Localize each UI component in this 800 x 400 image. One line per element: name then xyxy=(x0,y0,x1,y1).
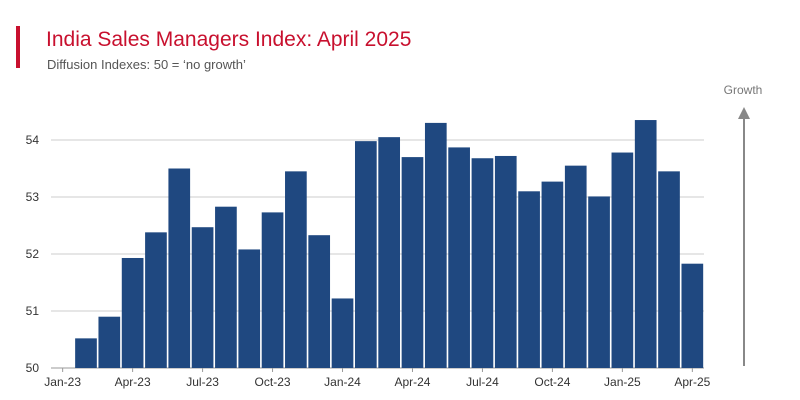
bar-Jun-24 xyxy=(448,147,470,368)
bar-Jan-25 xyxy=(611,152,634,368)
bar-Feb-25 xyxy=(634,120,657,368)
bar-Dec-24 xyxy=(588,196,610,368)
bar-Mar-23 xyxy=(98,316,121,368)
bar-Mar-24 xyxy=(378,137,401,368)
x-tick-label: Jul-23 xyxy=(186,375,219,389)
y-tick-label: 53 xyxy=(26,190,40,204)
x-tick-label: Jan-24 xyxy=(324,375,361,389)
bar-Feb-24 xyxy=(354,141,377,368)
bar-May-24 xyxy=(424,122,447,369)
x-tick-label: Apr-25 xyxy=(674,375,710,389)
y-tick-label: 52 xyxy=(26,247,40,261)
x-tick-label: Apr-24 xyxy=(394,375,430,389)
bar-Jan-24 xyxy=(331,298,354,368)
x-tick-label: Jan-25 xyxy=(604,375,641,389)
y-axis: 50 51 52 53 54 xyxy=(26,133,40,375)
x-tick-label: Jul-24 xyxy=(466,375,499,389)
title-accent-bar xyxy=(16,26,20,68)
x-tick-label: Oct-24 xyxy=(534,375,570,389)
bar-Aug-23 xyxy=(215,206,237,368)
growth-indicator: Growth xyxy=(724,83,763,366)
bar-Jun-23 xyxy=(168,168,191,368)
bar-Dec-23 xyxy=(308,235,331,368)
bar-Sep-24 xyxy=(518,191,540,368)
x-axis: Jan-23 Apr-23 Jul-23 Oct-23 Jan-24 Apr-24 Jul-… xyxy=(44,368,711,389)
bar-Apr-24 xyxy=(401,157,424,368)
bar-Feb-23 xyxy=(75,338,97,368)
y-tick-label: 54 xyxy=(26,133,40,147)
bar-Apr-25 xyxy=(681,263,704,368)
bar-Aug-24 xyxy=(494,155,517,368)
bar-Nov-24 xyxy=(564,165,587,368)
y-tick-label: 50 xyxy=(26,361,40,375)
bar-Oct-23 xyxy=(261,212,284,368)
x-tick-label: Oct-23 xyxy=(255,375,291,389)
bar-Sep-23 xyxy=(238,249,261,368)
bar-Mar-25 xyxy=(658,171,680,368)
x-tick-label: Apr-23 xyxy=(115,375,151,389)
bar-Oct-24 xyxy=(541,181,564,368)
growth-arrow-icon xyxy=(738,107,750,119)
y-tick-label: 51 xyxy=(26,304,40,318)
chart-title: India Sales Managers Index: April 2025 xyxy=(46,28,412,51)
bar-series xyxy=(75,120,704,369)
bar-Nov-23 xyxy=(285,171,307,368)
bar-Jul-23 xyxy=(191,227,214,368)
growth-label: Growth xyxy=(724,83,763,97)
chart-subtitle: Diffusion Indexes: 50 = ‘no growth’ xyxy=(47,57,246,72)
bar-Apr-23 xyxy=(121,257,144,368)
bar-May-23 xyxy=(145,232,167,368)
bar-Jul-24 xyxy=(471,158,494,368)
x-tick-label: Jan-23 xyxy=(44,375,81,389)
